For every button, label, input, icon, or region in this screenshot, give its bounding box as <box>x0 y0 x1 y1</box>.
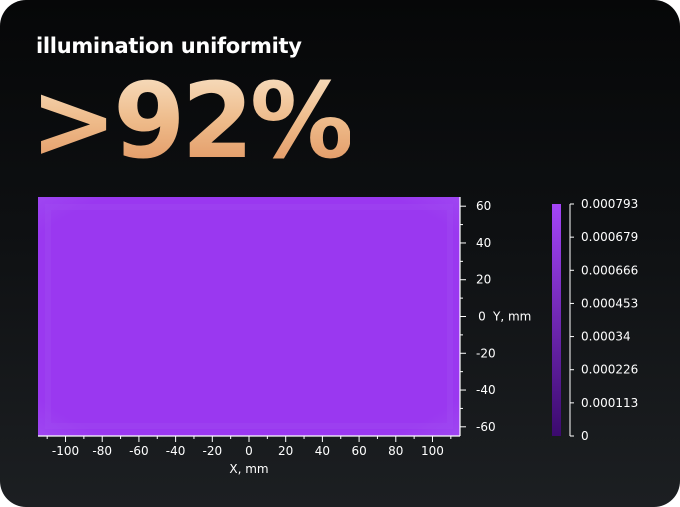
x-tick-label: -100 <box>52 444 79 458</box>
y-tick-label: 60 <box>476 199 491 213</box>
colorbar-label: 0.000793 <box>581 197 638 211</box>
y-tick-label: -60 <box>476 420 496 434</box>
heatmap-field <box>38 197 460 436</box>
x-tick-label: -80 <box>92 444 112 458</box>
y-tick-label: 0 <box>478 310 486 324</box>
uniformity-value: >92% <box>30 60 354 182</box>
colorbar-label: 0 <box>581 429 589 443</box>
heatmap-edge-band <box>45 204 453 429</box>
colorbar-label: 0.000679 <box>581 230 638 244</box>
colorbar-label: 0.000113 <box>581 396 638 410</box>
y-tick-label: -40 <box>476 383 496 397</box>
x-tick-label: 100 <box>421 444 444 458</box>
y-tick-label: 20 <box>476 273 491 287</box>
colorbar-label: 0.000666 <box>581 263 638 277</box>
y-axis-title: Y, mm <box>492 310 531 324</box>
x-tick-label: 80 <box>388 444 403 458</box>
x-tick-label: 40 <box>315 444 330 458</box>
y-tick-label: 40 <box>476 236 491 250</box>
x-tick-label: -60 <box>129 444 149 458</box>
y-tick-label: -20 <box>476 346 496 360</box>
colorbar-gradient <box>552 204 561 436</box>
x-tick-label: 60 <box>351 444 366 458</box>
x-tick-label: -40 <box>166 444 186 458</box>
x-tick-label: -20 <box>202 444 222 458</box>
colorbar-label: 0.00034 <box>581 330 631 344</box>
x-axis-title: X, mm <box>229 462 268 476</box>
colorbar-label: 0.000453 <box>581 296 638 310</box>
x-tick-label: 0 <box>245 444 253 458</box>
x-tick-label: 20 <box>278 444 293 458</box>
colorbar-label: 0.000226 <box>581 363 638 377</box>
chart-heading: illumination uniformity <box>36 34 302 58</box>
